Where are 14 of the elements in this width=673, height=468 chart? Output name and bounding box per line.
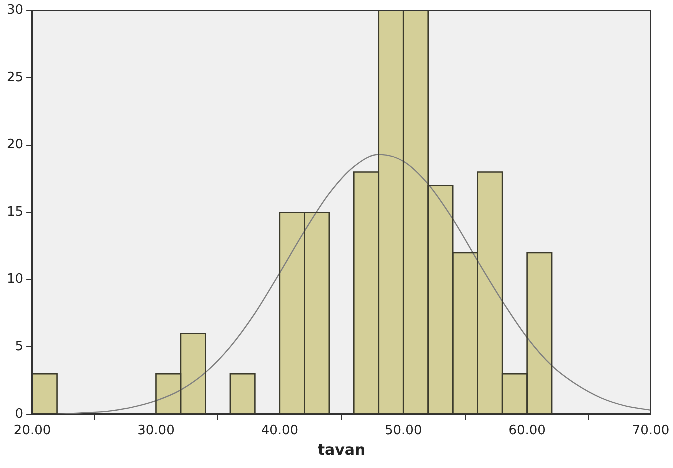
y-tick-label: 20: [6, 138, 24, 153]
y-tick-label: 5: [15, 340, 24, 355]
y-tick-label: 30: [6, 3, 24, 18]
y-tick-label: 15: [6, 204, 24, 220]
y-tick-label: 0: [15, 406, 24, 422]
x-tick-label: 20.00: [14, 424, 52, 439]
y-tick-label: 10: [6, 272, 24, 288]
y-tick-label: 25: [6, 70, 24, 86]
x-tick-label: 50.00: [385, 424, 422, 439]
x-tick-label: 70.00: [632, 424, 670, 439]
x-tick-label: 60.00: [508, 424, 546, 439]
x-tick-label: 40.00: [261, 424, 299, 439]
x-axis-title: tavan: [318, 440, 366, 459]
x-tick-label: 30.00: [138, 424, 175, 439]
